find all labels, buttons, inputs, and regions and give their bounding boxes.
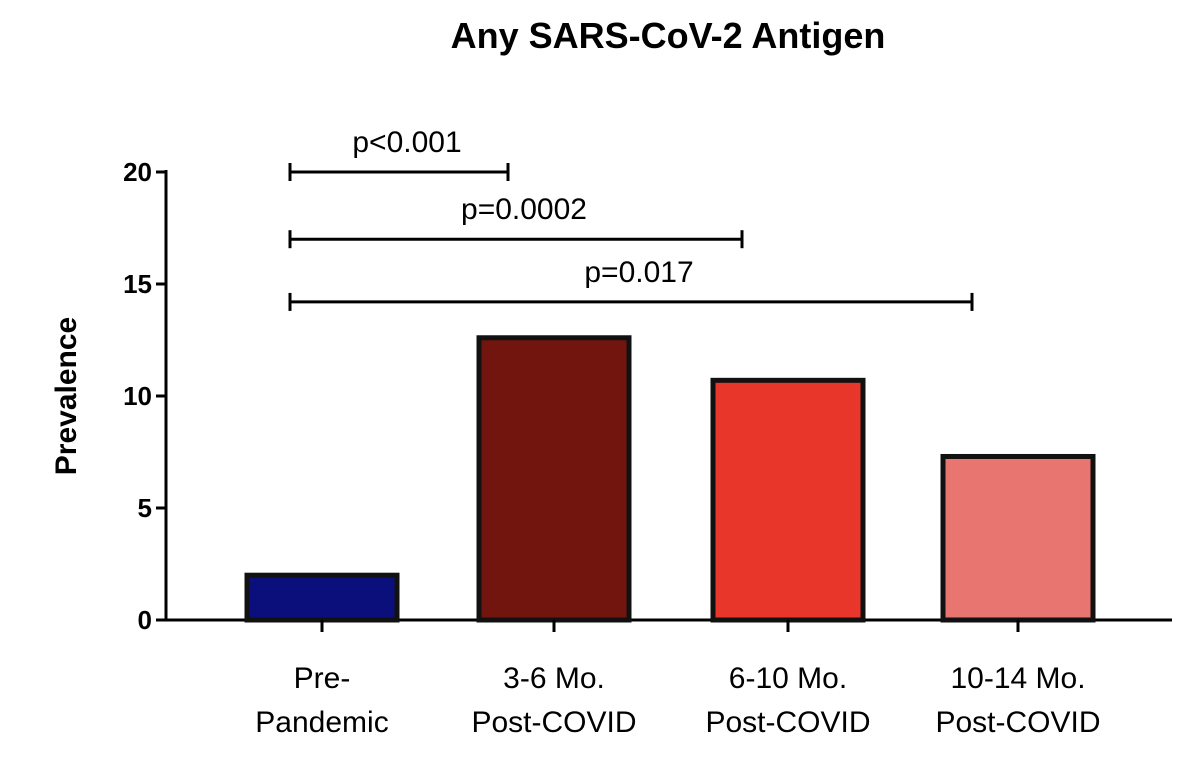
bar <box>710 377 866 623</box>
significance-brackets: p<0.001 p=0.0002 p=0.017 <box>288 126 974 311</box>
p-value-label: p=0.017 <box>584 256 693 289</box>
y-tick-label: 20 <box>123 157 152 187</box>
x-category-label-line2: Post-COVID <box>471 706 636 739</box>
x-category-label-line1: 10-14 Mo. <box>950 662 1085 695</box>
y-tick-label: 15 <box>123 269 152 299</box>
chart-title: Any SARS-CoV-2 Antigen <box>451 15 886 56</box>
bar <box>940 453 1096 623</box>
x-category-label-line1: 6-10 Mo. <box>729 662 847 695</box>
x-category-label-line1: 3-6 Mo. <box>503 662 605 695</box>
x-category-label-line2: Post-COVID <box>705 706 870 739</box>
x-category-label-line2: Pandemic <box>255 706 388 739</box>
p-value-label: p=0.0002 <box>461 193 587 226</box>
ticks: 0 5 10 15 20 <box>123 157 1020 635</box>
bar <box>244 572 400 623</box>
p-value-label: p<0.001 <box>352 126 461 159</box>
y-tick-label: 10 <box>123 381 152 411</box>
y-tick-label: 0 <box>138 605 152 635</box>
category-labels: Pre- Pandemic 3-6 Mo. Post-COVID 6-10 Mo. Pos… <box>255 662 1100 739</box>
y-axis-label: Prevalence <box>50 317 83 475</box>
bar <box>476 335 632 623</box>
y-tick-label: 5 <box>138 493 152 523</box>
bars <box>244 335 1096 623</box>
x-category-label-line1: Pre- <box>294 662 351 695</box>
x-category-label-line2: Post-COVID <box>935 706 1100 739</box>
